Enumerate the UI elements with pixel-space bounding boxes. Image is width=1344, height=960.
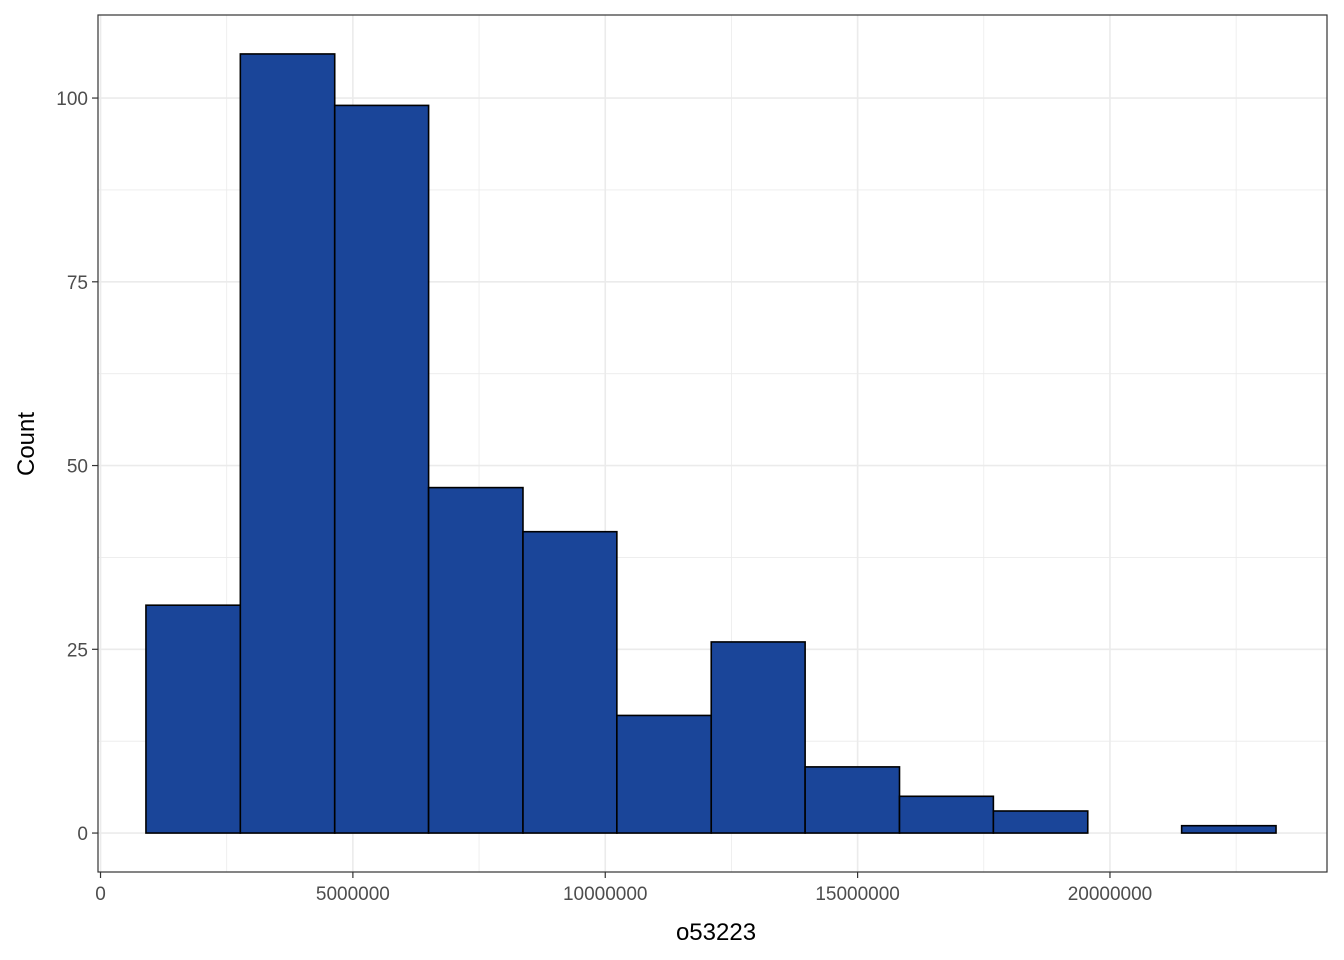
histogram-bar	[1182, 826, 1276, 833]
y-tick-label: 0	[77, 824, 88, 845]
histogram-bar	[335, 105, 429, 833]
y-tick-label: 75	[67, 273, 88, 294]
x-tick-label: 20000000	[1068, 884, 1153, 905]
x-tick-label: 0	[95, 884, 106, 905]
x-tick-label: 5000000	[316, 884, 390, 905]
histogram-bar	[240, 54, 334, 833]
x-tick-label: 10000000	[563, 884, 648, 905]
y-tick-label: 100	[56, 89, 88, 110]
histogram-bar	[899, 796, 993, 833]
histogram-bar	[429, 488, 523, 833]
histogram-bar	[993, 811, 1087, 833]
x-axis-title: o53223	[676, 919, 756, 946]
x-tick-label: 15000000	[815, 884, 900, 905]
histogram-bar	[805, 767, 899, 833]
histogram-bar	[617, 715, 711, 833]
y-axis-title: Count	[13, 412, 40, 476]
y-tick-label: 25	[67, 640, 88, 661]
histogram-bar	[711, 642, 805, 833]
y-tick-label: 50	[67, 457, 88, 478]
histogram-bar	[523, 532, 617, 833]
histogram-bar	[146, 605, 240, 833]
